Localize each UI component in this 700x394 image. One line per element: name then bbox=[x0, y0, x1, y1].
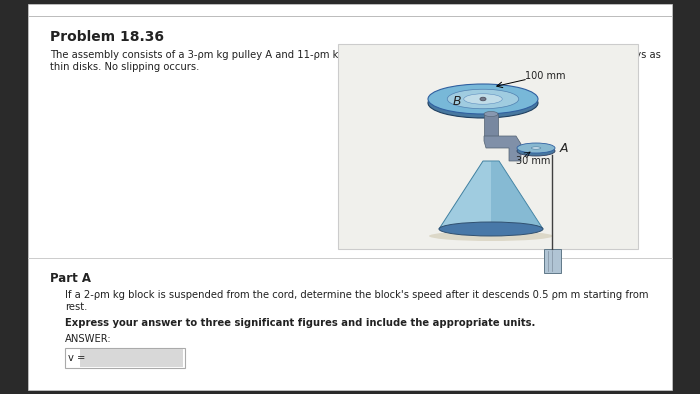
Text: 30 mm: 30 mm bbox=[516, 156, 550, 166]
Ellipse shape bbox=[484, 112, 498, 117]
Text: ANSWER:: ANSWER: bbox=[65, 334, 111, 344]
Text: B: B bbox=[453, 95, 461, 108]
Text: v =: v = bbox=[68, 353, 85, 363]
Bar bbox=[338, 44, 638, 249]
Polygon shape bbox=[491, 161, 543, 229]
Text: thin disks. No slipping occurs.: thin disks. No slipping occurs. bbox=[50, 62, 199, 72]
Ellipse shape bbox=[439, 222, 543, 236]
Ellipse shape bbox=[517, 143, 555, 153]
Text: Express your answer to three significant figures and include the appropriate uni: Express your answer to three significant… bbox=[65, 318, 536, 328]
Ellipse shape bbox=[480, 97, 486, 101]
Text: 100 mm: 100 mm bbox=[525, 71, 566, 81]
Polygon shape bbox=[439, 161, 543, 229]
Text: Part A: Part A bbox=[50, 272, 91, 285]
Ellipse shape bbox=[428, 88, 538, 118]
Bar bbox=[544, 249, 561, 273]
Text: Problem 18.36: Problem 18.36 bbox=[50, 30, 164, 44]
Bar bbox=[65, 348, 185, 368]
Text: The assembly consists of a 3-ρm kg pulley A and 11-ρm kg pulley B. Neglect the m: The assembly consists of a 3-ρm kg pulle… bbox=[50, 50, 661, 60]
Ellipse shape bbox=[463, 94, 503, 104]
Text: A: A bbox=[560, 142, 568, 155]
Bar bbox=[484, 114, 498, 136]
Text: rest.: rest. bbox=[65, 302, 88, 312]
Ellipse shape bbox=[531, 147, 540, 149]
Polygon shape bbox=[484, 136, 521, 161]
Ellipse shape bbox=[429, 231, 553, 241]
Ellipse shape bbox=[517, 146, 555, 156]
Text: If a 2-ρm kg block is suspended from the cord, determine the block's speed after: If a 2-ρm kg block is suspended from the… bbox=[65, 290, 648, 300]
Ellipse shape bbox=[447, 89, 519, 109]
Bar bbox=[80, 349, 183, 367]
Ellipse shape bbox=[428, 84, 538, 114]
